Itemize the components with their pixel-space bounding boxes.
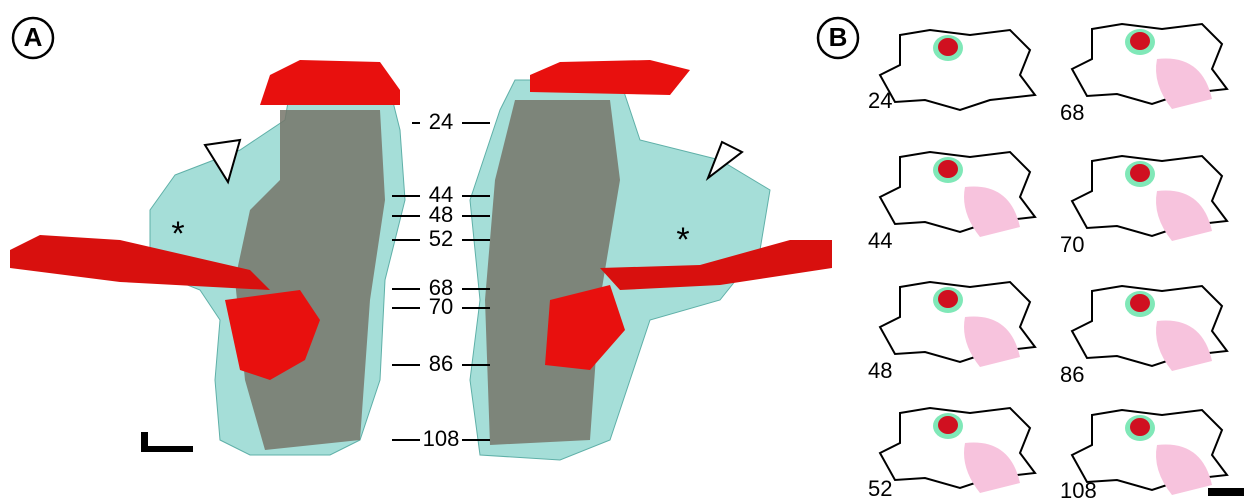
scale-bar bbox=[141, 432, 193, 452]
figure: A * * 24444852687086108 B 24444852687086… bbox=[0, 0, 1248, 502]
section: 70 bbox=[1060, 156, 1227, 257]
section-label: 108 bbox=[1060, 478, 1097, 502]
page: A * * 24444852687086108 B 24444852687086… bbox=[0, 0, 1248, 502]
slice-label: 86 bbox=[429, 351, 453, 376]
sections: 24 44 48 52 68 70 86 108 bbox=[868, 24, 1227, 502]
marker: * bbox=[171, 215, 184, 253]
section: 44 bbox=[868, 152, 1035, 253]
scale-bar bbox=[1208, 488, 1244, 496]
lesion bbox=[1130, 294, 1150, 312]
panel-label: B bbox=[829, 22, 848, 52]
slice-label: 70 bbox=[429, 294, 453, 319]
section-label: 86 bbox=[1060, 362, 1084, 387]
panel-label: A bbox=[24, 22, 43, 52]
reconstruction-left: * bbox=[10, 60, 405, 455]
lesion bbox=[1130, 418, 1150, 436]
section: 52 bbox=[868, 408, 1035, 501]
section: 24 bbox=[868, 30, 1035, 113]
section: 68 bbox=[1060, 24, 1227, 125]
lesion bbox=[938, 416, 958, 434]
slice-label: 52 bbox=[429, 226, 453, 251]
section: 86 bbox=[1060, 286, 1227, 387]
section-label: 70 bbox=[1060, 232, 1084, 257]
slice-label: 48 bbox=[429, 202, 453, 227]
marker: * bbox=[676, 221, 689, 259]
lesion bbox=[938, 290, 958, 308]
slice-label: 108 bbox=[423, 426, 460, 451]
section: 108 bbox=[1060, 410, 1227, 502]
lesion bbox=[938, 160, 958, 178]
section: 48 bbox=[868, 282, 1035, 383]
lesion bbox=[1130, 32, 1150, 50]
reconstruction-right: * bbox=[470, 60, 832, 460]
section-label: 24 bbox=[868, 88, 892, 113]
slice-label: 24 bbox=[429, 109, 453, 134]
section-label: 44 bbox=[868, 228, 892, 253]
section-label: 52 bbox=[868, 476, 892, 501]
lesion bbox=[1130, 164, 1150, 182]
section-label: 68 bbox=[1060, 100, 1084, 125]
lesion bbox=[938, 38, 958, 56]
section-label: 48 bbox=[868, 358, 892, 383]
